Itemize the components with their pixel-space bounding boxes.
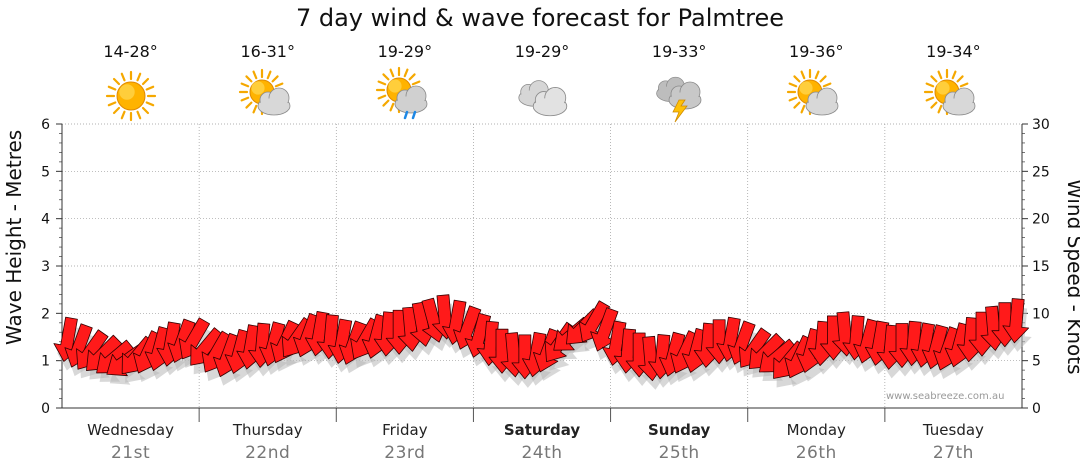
day-date: 22nd [245, 443, 291, 463]
y-right-tick-label: 5 [1032, 354, 1041, 370]
day-date: 25th [658, 443, 700, 463]
y-axis-right-label: Wind Speed - Knots [1063, 179, 1080, 375]
y-left-tick-label: 3 [41, 259, 50, 275]
sun-cloud-icon [238, 66, 298, 126]
day-name: Friday [382, 421, 428, 439]
wind-arrow-layer [53, 294, 1030, 382]
day-temperature: 19-29° [514, 42, 570, 61]
day-name: Sunday [647, 421, 711, 439]
watermark: www.seabreeze.com.au [886, 391, 1005, 402]
day-temperature: 19-36° [789, 42, 844, 61]
y-axis-left-label: Wave Height - Metres [2, 129, 26, 345]
day-temperature: 16-31° [240, 42, 295, 61]
sun-icon [101, 66, 161, 126]
day-name: Tuesday [922, 421, 984, 439]
sun-cloud-icon [786, 66, 846, 126]
day-name: Thursday [232, 421, 303, 439]
y-left-tick-label: 2 [41, 306, 50, 322]
axis-layer: 0 1 2 3 4 5 6 0 5 10 15 20 25 30 [41, 117, 1050, 422]
day-name: Saturday [503, 421, 581, 439]
day-temperature: 19-33° [651, 42, 707, 61]
day-date: 26th [795, 443, 837, 463]
y-left-tick-label: 5 [41, 164, 50, 180]
y-right-tick-label: 10 [1032, 306, 1050, 322]
y-left-tick-label: 0 [41, 401, 50, 417]
day-temperature: 19-34° [926, 42, 981, 61]
day-temperature: 19-29° [377, 42, 433, 61]
day-date: 24th [521, 443, 563, 463]
y-left-tick-label: 4 [41, 212, 50, 228]
day-date: 27th [932, 443, 974, 463]
y-right-tick-label: 15 [1032, 259, 1050, 275]
y-right-tick-label: 30 [1032, 117, 1050, 133]
day-temperature: 14-28° [103, 42, 158, 61]
storm-cloud-icon [649, 66, 709, 126]
day-name: Monday [786, 421, 846, 439]
y-right-tick-label: 0 [1032, 401, 1041, 417]
y-right-tick-label: 20 [1032, 212, 1050, 228]
day-date: 21st [110, 443, 151, 463]
wind-arrow [578, 300, 611, 343]
y-left-tick-label: 6 [41, 117, 50, 133]
chart-title: 7 day wind & wave forecast for Palmtree [295, 4, 785, 32]
day-name: Wednesday [87, 421, 174, 439]
y-left-tick-label: 1 [41, 354, 50, 370]
sun-cloud-icon [923, 66, 983, 126]
wind-arrow [1002, 298, 1030, 344]
cloud-icon [512, 66, 572, 126]
y-right-tick-label: 25 [1032, 164, 1050, 180]
day-date: 23rd [384, 443, 426, 463]
sun-cloud-rain-icon [375, 66, 435, 126]
